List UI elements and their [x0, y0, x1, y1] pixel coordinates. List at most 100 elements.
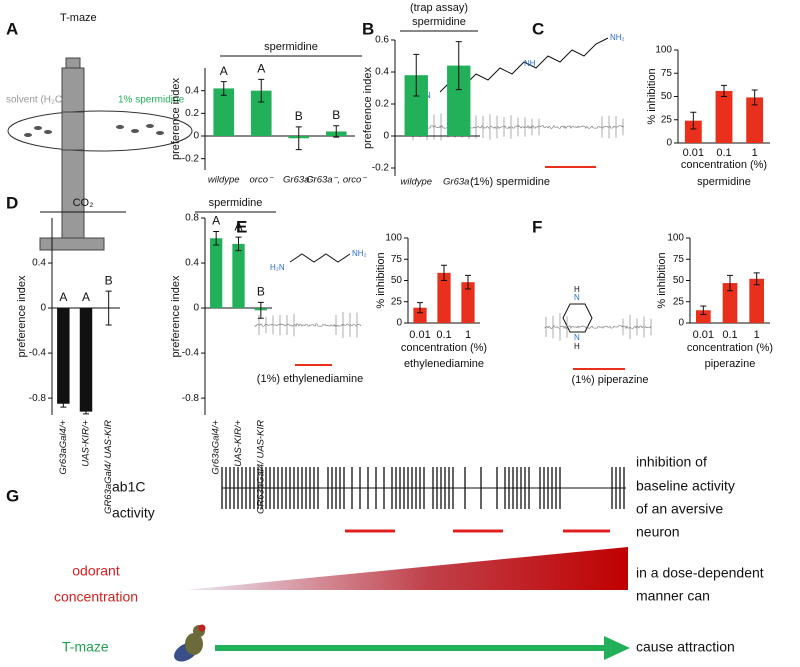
x-tick-label: 0.01	[693, 329, 714, 341]
atom-label: H₂N	[270, 263, 285, 272]
x-axis-label: concentration (%)	[401, 342, 487, 354]
y-tick-label: 100	[667, 233, 684, 244]
model-text: neuron	[636, 524, 680, 540]
model-label: ab1C	[112, 479, 145, 495]
decoration	[221, 113, 652, 533]
error-bar	[213, 231, 220, 246]
significance-letter: B	[295, 109, 303, 123]
y-tick-label: -0.2	[182, 153, 200, 164]
y-tick-label: 25	[673, 296, 685, 307]
x-tick-label: 0.01	[683, 147, 704, 159]
y-tick-label: -0.8	[182, 393, 200, 404]
y-tick-label: -0.2	[372, 163, 390, 174]
y-tick-label: 0.2	[185, 108, 199, 119]
error-bar	[235, 236, 242, 252]
y-tick-label: -0.8	[29, 393, 47, 404]
error-bar	[700, 305, 707, 315]
significance-letter: B	[105, 273, 113, 287]
x-tick-label: 0.1	[722, 329, 737, 341]
x-axis-label: concentration (%)	[681, 159, 767, 171]
bar	[447, 65, 471, 136]
trace	[544, 313, 652, 341]
bar	[232, 243, 245, 309]
y-tick-label: -0.4	[29, 348, 47, 359]
error-bar	[413, 53, 420, 97]
y-tick-label: 0	[193, 303, 199, 314]
panel-label: G	[6, 486, 19, 505]
panel-label: E	[236, 217, 247, 236]
chart-subtitle: spermidine	[697, 176, 751, 188]
panel-label: D	[6, 193, 18, 212]
tmaze-right: 1% spermidine	[118, 95, 185, 106]
tmaze-drawing	[7, 57, 193, 251]
x-tick-label: Gr63aGal4/+	[211, 420, 222, 475]
x-tick-label: GR63aGal4/ UAS-KIR	[103, 420, 114, 514]
x-tick-label: wildype	[208, 175, 240, 186]
error-bar	[690, 111, 697, 130]
error-bar	[220, 81, 227, 96]
error-bar	[465, 274, 471, 290]
error-bar	[727, 274, 733, 292]
y-tick-label: 0.4	[375, 67, 389, 78]
chart-subtitle: ethylenediamine	[404, 358, 484, 370]
bar	[213, 88, 235, 136]
chart-title: (trap assay)	[410, 2, 468, 14]
trace-label: (1%) piperazine	[571, 374, 648, 386]
model-label: T-maze	[62, 639, 109, 655]
x-tick-label: Gr63a⁻, orco⁻	[306, 175, 367, 186]
y-tick-label: 50	[661, 91, 673, 102]
model-text: inhibition of	[636, 454, 707, 470]
x-tick-label: 1	[465, 329, 471, 341]
tmaze-left: solvent (H₂O)	[6, 95, 66, 106]
significance-letter: A	[234, 219, 242, 233]
panel-label: F	[532, 217, 542, 236]
x-tick-label: orco⁻	[250, 175, 274, 186]
x-tick-label: Gr63a⁻	[283, 175, 315, 186]
y-tick-label: 0.4	[185, 85, 199, 96]
y-axis-label: preference index	[170, 275, 182, 357]
y-axis-label: preference index	[170, 78, 182, 160]
significance-letter: A	[212, 214, 220, 228]
y-tick-label: 0	[193, 131, 199, 142]
atom-label: H	[574, 285, 580, 294]
y-tick-label: 0.2	[375, 99, 389, 110]
model-text: baseline activity	[636, 478, 735, 494]
bar	[413, 307, 427, 323]
y-axis-label: % inhibition	[656, 252, 668, 308]
y-tick-label: 0.6	[375, 35, 389, 46]
significance-letter: A	[220, 64, 228, 78]
bar	[79, 308, 93, 412]
x-tick-label: Gr63a⁻	[443, 177, 475, 188]
error-bar	[753, 272, 760, 286]
significance-letter: A	[257, 62, 265, 76]
bar	[437, 272, 451, 323]
y-tick-label: 0.4	[32, 258, 46, 269]
error-bar	[60, 399, 67, 408]
fly-icon	[174, 624, 206, 662]
model-label: odorant	[72, 563, 120, 579]
error-bar	[105, 290, 112, 326]
x-tick-label: 0.01	[409, 329, 430, 341]
error-bar	[83, 408, 89, 415]
model-label: concentration	[54, 589, 138, 605]
y-tick-label: 0	[383, 131, 389, 142]
y-tick-label: 0	[678, 318, 684, 329]
y-tick-label: 25	[661, 114, 673, 125]
significance-letter: B	[257, 285, 265, 299]
x-tick-label: 0.1	[436, 329, 451, 341]
bar	[696, 310, 711, 323]
y-tick-label: 0	[396, 318, 402, 329]
atom-label: N	[574, 293, 580, 302]
model-label: activity	[112, 505, 155, 521]
bar	[684, 120, 702, 143]
model-text: in a dose-dependent	[636, 565, 764, 581]
bar	[746, 97, 764, 143]
y-tick-label: 0.8	[185, 213, 199, 224]
significance-letter: A	[59, 290, 67, 304]
model-text: of an aversive	[636, 501, 723, 517]
model-text: manner can	[636, 588, 710, 604]
significance-letter: B	[332, 108, 340, 122]
y-tick-label: -0.4	[182, 348, 200, 359]
x-tick-label: wildype	[400, 177, 432, 188]
